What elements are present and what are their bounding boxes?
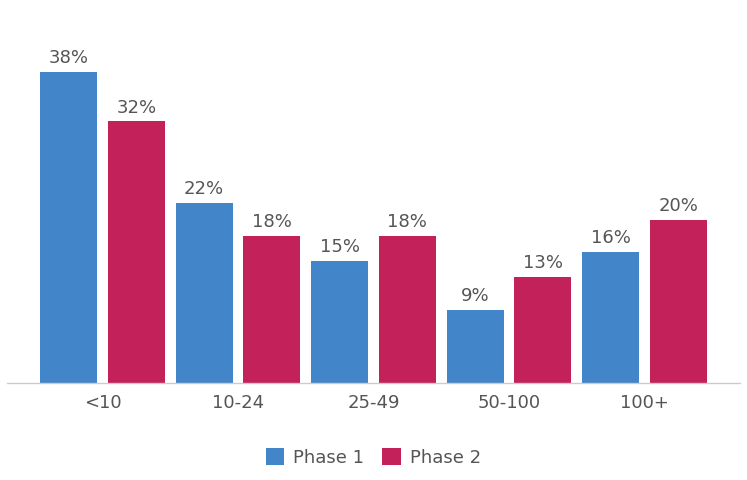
Bar <box>379 236 436 383</box>
Bar <box>447 310 503 383</box>
Text: 18%: 18% <box>388 213 427 231</box>
Text: 22%: 22% <box>184 180 224 198</box>
Text: 18%: 18% <box>252 213 292 231</box>
Text: 13%: 13% <box>523 254 562 272</box>
Legend: Phase 1, Phase 2: Phase 1, Phase 2 <box>259 441 488 474</box>
Text: 32%: 32% <box>117 98 157 117</box>
Bar <box>650 220 707 383</box>
Bar <box>311 261 368 383</box>
Bar <box>176 204 232 383</box>
Bar <box>244 236 300 383</box>
Bar <box>40 72 97 383</box>
Bar <box>515 277 571 383</box>
Text: 38%: 38% <box>49 49 89 68</box>
Bar <box>582 252 639 383</box>
Bar <box>108 121 165 383</box>
Text: 20%: 20% <box>658 197 698 215</box>
Text: 15%: 15% <box>320 238 359 256</box>
Text: 16%: 16% <box>591 229 630 248</box>
Text: 9%: 9% <box>461 287 489 305</box>
